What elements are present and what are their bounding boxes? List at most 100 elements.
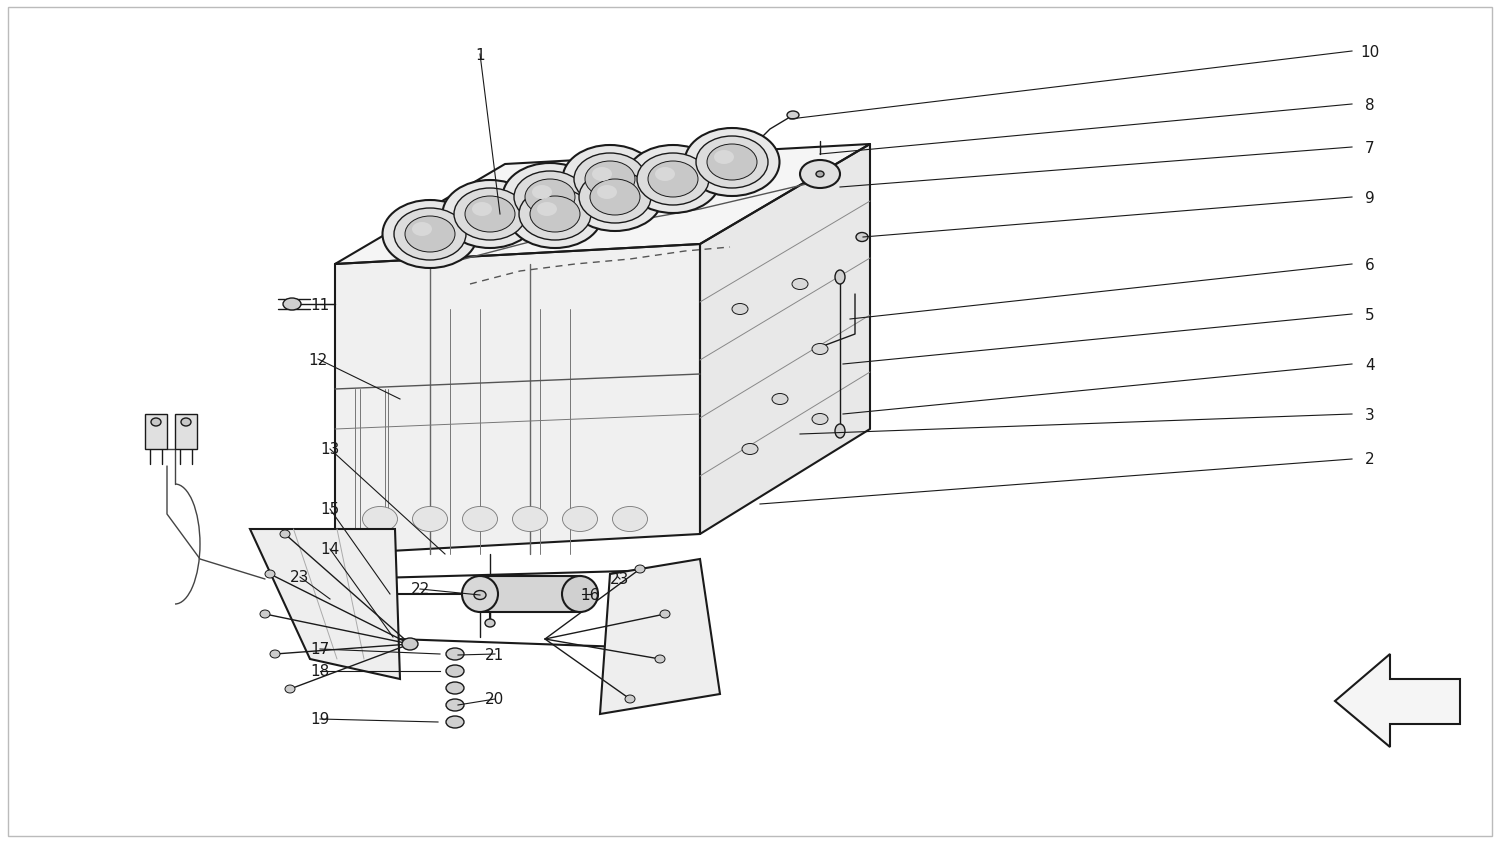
- Ellipse shape: [732, 304, 748, 315]
- Ellipse shape: [474, 591, 486, 600]
- Ellipse shape: [706, 145, 758, 181]
- Text: 3: 3: [1365, 407, 1376, 422]
- Ellipse shape: [567, 164, 663, 232]
- Text: 13: 13: [321, 442, 339, 457]
- Text: 9: 9: [1365, 190, 1376, 205]
- Ellipse shape: [537, 203, 556, 217]
- Ellipse shape: [402, 638, 418, 650]
- Text: 19: 19: [310, 711, 330, 727]
- Text: 6: 6: [1365, 257, 1376, 272]
- Text: 18: 18: [310, 663, 330, 679]
- Ellipse shape: [266, 571, 274, 578]
- Text: 17: 17: [310, 641, 330, 657]
- Ellipse shape: [280, 530, 290, 538]
- Ellipse shape: [394, 208, 466, 261]
- Ellipse shape: [579, 172, 651, 224]
- Ellipse shape: [284, 299, 302, 311]
- Ellipse shape: [562, 576, 598, 612]
- Text: 20: 20: [486, 692, 504, 706]
- Ellipse shape: [442, 181, 537, 249]
- Ellipse shape: [742, 444, 758, 455]
- Text: 22: 22: [411, 582, 429, 597]
- Ellipse shape: [772, 394, 788, 405]
- Polygon shape: [700, 145, 870, 534]
- Ellipse shape: [648, 162, 698, 197]
- Ellipse shape: [800, 161, 840, 189]
- Bar: [176, 414, 196, 450]
- Ellipse shape: [446, 717, 464, 728]
- Ellipse shape: [446, 699, 464, 711]
- Text: 21: 21: [486, 647, 504, 662]
- Text: 8: 8: [1365, 97, 1376, 112]
- Text: 10: 10: [1360, 45, 1380, 59]
- Text: 23: 23: [291, 570, 309, 585]
- Ellipse shape: [788, 112, 800, 120]
- Ellipse shape: [285, 685, 296, 693]
- Text: 23: 23: [610, 572, 630, 587]
- Ellipse shape: [574, 154, 646, 206]
- Text: 1: 1: [476, 47, 484, 62]
- Ellipse shape: [812, 344, 828, 355]
- Ellipse shape: [465, 197, 514, 233]
- Ellipse shape: [446, 648, 464, 660]
- Text: 7: 7: [1365, 140, 1376, 155]
- Text: 5: 5: [1365, 307, 1376, 322]
- Polygon shape: [334, 145, 870, 265]
- Ellipse shape: [660, 610, 670, 619]
- Text: 4: 4: [1365, 357, 1376, 372]
- Ellipse shape: [182, 419, 190, 426]
- Ellipse shape: [590, 180, 640, 216]
- Ellipse shape: [816, 172, 824, 178]
- Ellipse shape: [382, 201, 477, 268]
- Ellipse shape: [405, 217, 454, 252]
- Polygon shape: [251, 529, 400, 679]
- Ellipse shape: [454, 189, 526, 241]
- Ellipse shape: [714, 151, 734, 165]
- Ellipse shape: [597, 186, 616, 200]
- Ellipse shape: [562, 507, 597, 532]
- Text: 16: 16: [580, 587, 600, 602]
- Ellipse shape: [462, 576, 498, 612]
- Ellipse shape: [446, 682, 464, 694]
- Ellipse shape: [638, 154, 710, 206]
- Ellipse shape: [270, 650, 280, 658]
- Ellipse shape: [484, 619, 495, 627]
- Ellipse shape: [363, 507, 398, 532]
- Ellipse shape: [585, 162, 634, 197]
- Polygon shape: [334, 245, 700, 555]
- Ellipse shape: [656, 168, 675, 181]
- Polygon shape: [600, 560, 720, 714]
- Bar: [146, 414, 166, 450]
- Ellipse shape: [446, 665, 464, 677]
- Ellipse shape: [626, 146, 720, 214]
- Ellipse shape: [626, 695, 634, 703]
- Text: 11: 11: [310, 297, 330, 312]
- Text: 14: 14: [321, 542, 339, 557]
- Ellipse shape: [812, 414, 828, 425]
- Ellipse shape: [152, 419, 160, 426]
- Ellipse shape: [530, 197, 580, 233]
- Ellipse shape: [525, 180, 574, 216]
- Text: 12: 12: [309, 352, 327, 367]
- Ellipse shape: [260, 610, 270, 619]
- Ellipse shape: [413, 223, 432, 236]
- Ellipse shape: [592, 168, 612, 181]
- Ellipse shape: [472, 203, 492, 217]
- Ellipse shape: [696, 137, 768, 189]
- Ellipse shape: [462, 507, 498, 532]
- Ellipse shape: [612, 507, 648, 532]
- Ellipse shape: [836, 425, 844, 439]
- Bar: [480, 576, 580, 612]
- Ellipse shape: [856, 233, 868, 242]
- Text: 15: 15: [321, 502, 339, 517]
- Ellipse shape: [792, 279, 808, 290]
- Ellipse shape: [507, 181, 603, 249]
- Ellipse shape: [634, 565, 645, 573]
- Ellipse shape: [836, 271, 844, 284]
- Polygon shape: [1335, 654, 1460, 747]
- Ellipse shape: [562, 146, 657, 214]
- Text: 2: 2: [1365, 452, 1376, 467]
- Ellipse shape: [503, 164, 597, 232]
- Ellipse shape: [514, 172, 586, 224]
- Ellipse shape: [684, 129, 780, 197]
